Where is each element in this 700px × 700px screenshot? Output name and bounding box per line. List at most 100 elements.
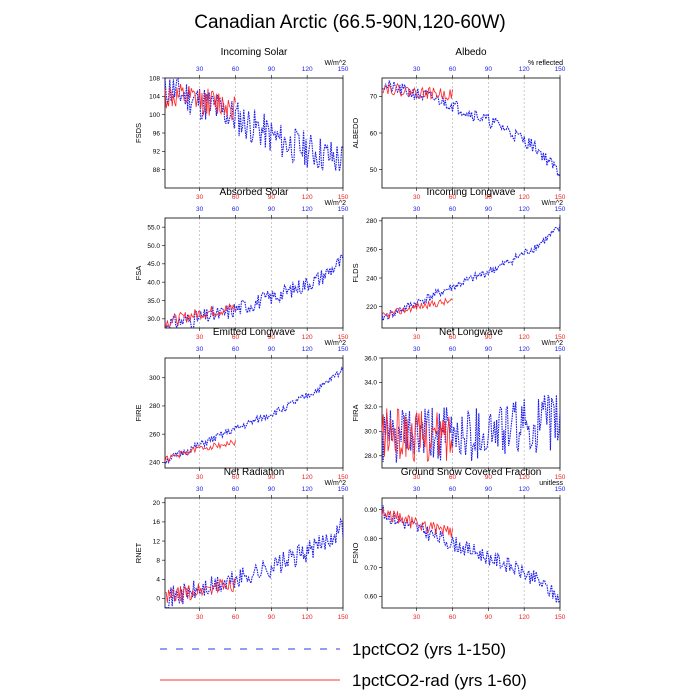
x-top-tick-label: 30	[196, 346, 204, 353]
plot-frame-fsds	[164, 77, 344, 189]
figure-title: Canadian Arctic (66.5-90N,120-60W)	[194, 12, 506, 33]
x-top-tick-label: 60	[449, 206, 457, 213]
legend-label-1pctco2-rad: 1pctCO2-rad (yrs 1-60)	[352, 671, 527, 690]
x-top-tick-label: 30	[413, 486, 421, 493]
y-tick-label: 36.0	[364, 355, 377, 362]
figure-legend: 1pctCO2 (yrs 1-150) 1pctCO2-rad (yrs 1-6…	[160, 640, 527, 690]
y-tick-label: 100	[149, 112, 160, 119]
y-tick-label: 88	[153, 167, 161, 174]
y-tick-label: 45.0	[147, 261, 160, 268]
panel-title-albedo: Albedo	[455, 47, 487, 58]
panel-units-fsno: unitless	[539, 480, 563, 487]
series-line-1pctco2-rad	[381, 408, 453, 463]
y-tick-label: 0.80	[364, 536, 377, 543]
y-tick-label: 12	[153, 538, 161, 545]
x-bottom-tick-label: 90	[268, 194, 276, 201]
panel-title-fsno: Ground Snow Covered Fraction	[401, 467, 542, 478]
x-top-tick-label: 60	[449, 486, 457, 493]
y-axis-label-rnet: RNET	[134, 542, 143, 563]
x-bottom-tick-label: 90	[268, 474, 276, 481]
x-top-tick-label: 30	[196, 66, 204, 73]
x-bottom-tick-label: 150	[555, 194, 566, 201]
y-tick-label: 28.0	[364, 453, 377, 460]
x-top-tick-label: 90	[485, 346, 493, 353]
panel-fire: Emitted Longwave W/m^2 30 60 90 120 150 30 60 90 1…	[134, 327, 349, 481]
panel-units-flds: W/m^2	[541, 200, 563, 207]
plot-frame-rnet	[164, 497, 344, 609]
series-line-1pctco2-rad	[164, 83, 236, 121]
y-tick-label: 70	[370, 94, 378, 101]
x-bottom-tick-label: 60	[232, 194, 240, 201]
y-tick-label: 92	[153, 149, 161, 156]
x-bottom-tick-label: 120	[302, 334, 313, 341]
y-tick-label: 50.0	[147, 243, 160, 250]
x-bottom-tick-label: 30	[196, 194, 204, 201]
x-top-tick-label: 60	[232, 66, 240, 73]
legend-label-1pctco2: 1pctCO2 (yrs 1-150)	[352, 640, 506, 659]
x-top-tick-label: 90	[485, 66, 493, 73]
plot-frame-fsno	[381, 497, 561, 609]
y-tick-label: 300	[149, 375, 160, 382]
x-top-tick-label: 120	[519, 206, 530, 213]
series-line-1pctco2-rad	[164, 439, 236, 463]
y-axis-label-albedo: ALBEDO	[351, 118, 360, 149]
x-bottom-tick-label: 120	[302, 614, 313, 621]
series-line-1pctco2-rad	[381, 82, 453, 101]
y-axis-label-fire: FIRE	[134, 404, 143, 421]
y-tick-label: 16	[153, 519, 161, 526]
x-top-tick-label: 90	[268, 206, 276, 213]
x-bottom-tick-label: 120	[302, 194, 313, 201]
x-bottom-tick-label: 90	[485, 194, 493, 201]
x-bottom-tick-label: 120	[519, 474, 530, 481]
x-top-tick-label: 30	[413, 346, 421, 353]
x-top-tick-label: 150	[338, 206, 349, 213]
x-top-tick-label: 150	[555, 206, 566, 213]
x-bottom-tick-label: 90	[485, 614, 493, 621]
y-axis-label-fsds: FSDS	[134, 123, 143, 143]
x-bottom-tick-label: 60	[232, 474, 240, 481]
y-tick-label: 240	[149, 460, 160, 467]
plot-frame-fire	[164, 357, 344, 469]
panel-units-albedo: % reflected	[528, 60, 563, 67]
x-top-tick-label: 30	[196, 486, 204, 493]
plot-frame-flds	[381, 217, 561, 329]
x-bottom-tick-label: 150	[555, 474, 566, 481]
x-top-tick-label: 150	[555, 346, 566, 353]
x-top-tick-label: 120	[302, 206, 313, 213]
panel-fsds: Incoming Solar W/m^2 30 60 90 120 150 30 60 90 120…	[134, 47, 349, 201]
series-line-1pctco2-rad	[381, 509, 453, 538]
x-bottom-tick-label: 150	[555, 334, 566, 341]
x-top-tick-label: 30	[413, 206, 421, 213]
y-tick-label: 34.0	[364, 380, 377, 387]
panel-flds: Incoming Longwave W/m^2 30 60 90 120 150 30 60 90…	[351, 187, 566, 341]
y-tick-label: 55.0	[147, 224, 160, 231]
y-axis-label-fsno: FSNO	[351, 542, 360, 563]
x-bottom-tick-label: 30	[196, 474, 204, 481]
series-line-1pctco2	[164, 254, 344, 329]
y-tick-label: 4	[156, 577, 160, 584]
x-bottom-tick-label: 90	[268, 334, 276, 341]
x-bottom-tick-label: 90	[485, 334, 493, 341]
x-bottom-tick-label: 150	[338, 614, 349, 621]
series-line-1pctco2	[164, 366, 344, 465]
x-top-tick-label: 120	[302, 486, 313, 493]
y-axis-label-fira: FIRA	[351, 404, 360, 421]
x-top-tick-label: 90	[268, 346, 276, 353]
y-tick-label: 0.60	[364, 594, 377, 601]
panel-albedo: Albedo % reflected 30 60 90 120 150 30 60 90 120 15…	[351, 47, 566, 201]
y-tick-label: 35.0	[147, 298, 160, 305]
y-tick-label: 8	[156, 557, 160, 564]
y-tick-label: 260	[366, 247, 377, 254]
panel-units-fsds: W/m^2	[324, 60, 346, 67]
y-tick-label: 240	[366, 275, 377, 282]
x-bottom-tick-label: 60	[232, 614, 240, 621]
plot-frame-fsa	[164, 217, 344, 329]
x-bottom-tick-label: 120	[302, 474, 313, 481]
y-tick-label: 50	[370, 167, 378, 174]
x-top-tick-label: 30	[413, 66, 421, 73]
x-top-tick-label: 120	[519, 346, 530, 353]
panel-title-fire: Emitted Longwave	[213, 327, 296, 338]
series-line-1pctco2	[164, 77, 344, 172]
